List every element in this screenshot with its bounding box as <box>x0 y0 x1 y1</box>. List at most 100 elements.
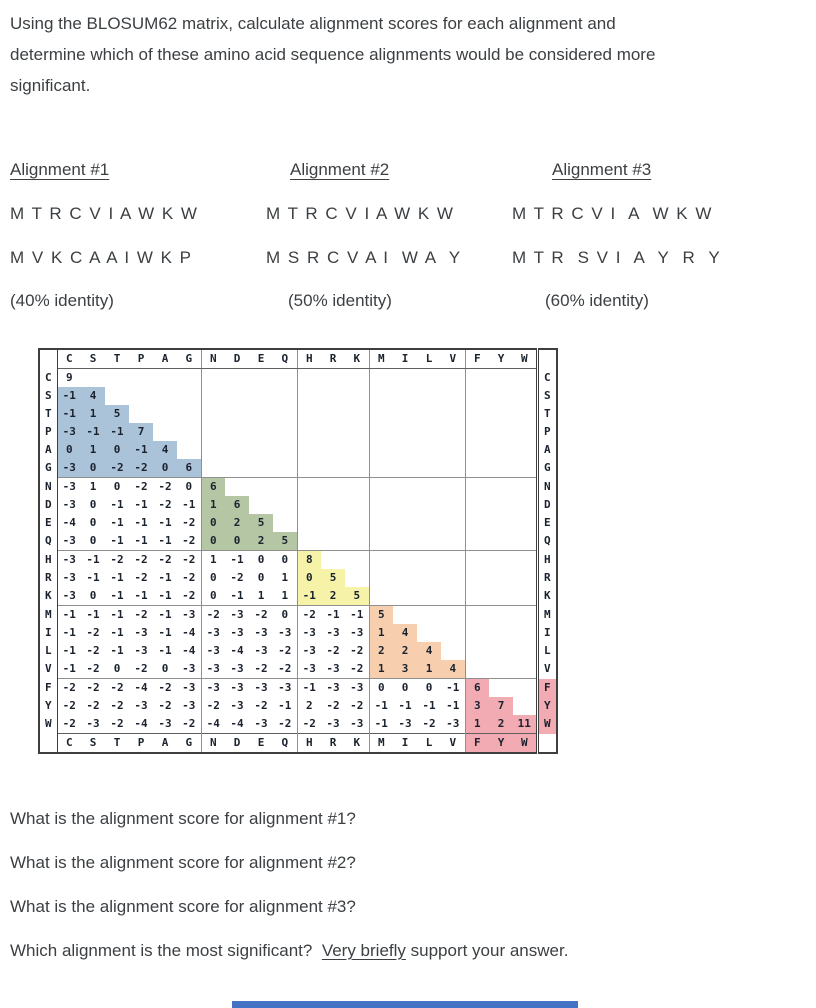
alignment-1-title: Alignment #1 <box>10 160 110 179</box>
matrix-col-header: E <box>249 349 273 369</box>
matrix-cell: -2 <box>182 571 196 584</box>
matrix-cell: 2 <box>393 642 417 660</box>
matrix-cell: -2 <box>129 550 153 569</box>
matrix-cell <box>225 441 249 459</box>
matrix-cell <box>296 441 321 459</box>
matrix-cell <box>464 514 489 532</box>
matrix-row: D -3 0 -1 -1 -2 -1 1 6 D <box>39 496 557 514</box>
matrix-cell: -3 <box>230 699 244 712</box>
matrix-cell: -3 <box>296 660 321 679</box>
matrix-cell: -2 <box>105 678 129 697</box>
matrix-cell: -2 <box>177 550 201 569</box>
matrix-cell <box>249 369 273 388</box>
matrix-cell: 2 <box>489 715 513 734</box>
matrix-row-label-left: H <box>39 550 58 569</box>
matrix-cell: 2 <box>368 642 393 660</box>
matrix-cell: 4 <box>393 624 417 642</box>
matrix-cell <box>464 423 489 441</box>
matrix-row-label-left: K <box>39 587 58 606</box>
matrix-row: Q -3 0 -1 -1 -1 -2 0 0 2 5 Q <box>39 532 557 551</box>
matrix-cell: -3 <box>345 678 369 697</box>
matrix-cell: -4 <box>230 644 244 657</box>
matrix-row-label-right: P <box>535 423 557 441</box>
matrix-cell <box>489 569 513 587</box>
matrix-row-label-left: I <box>39 624 58 642</box>
matrix-cell <box>345 459 369 478</box>
matrix-cell: -3 <box>326 662 340 675</box>
matrix-cell <box>345 514 369 532</box>
matrix-cell: -3 <box>134 699 148 712</box>
matrix-cell: 0 <box>249 550 273 569</box>
matrix-cell <box>368 496 393 514</box>
matrix-row-label-left: S <box>39 387 58 405</box>
matrix-cell <box>441 624 465 642</box>
matrix-cell: -2 <box>62 717 76 730</box>
matrix-cell: -2 <box>422 717 436 730</box>
matrix-cell: 6 <box>177 459 201 478</box>
matrix-cell: 5 <box>321 569 345 587</box>
matrix-cell: -1 <box>105 423 129 441</box>
matrix-corner-cell <box>39 733 58 753</box>
alignment-1-sequence-1: M T R C V I A W K W <box>10 204 199 223</box>
matrix-cell <box>441 496 465 514</box>
matrix-row-label-right: F <box>535 678 557 697</box>
matrix-row-label-left: M <box>39 605 58 624</box>
matrix-cell: 0 <box>89 498 97 511</box>
matrix-cell <box>200 441 225 459</box>
matrix-cell: -3 <box>62 498 76 511</box>
matrix-cell <box>345 441 369 459</box>
matrix-cell: -3 <box>350 717 364 730</box>
matrix-cell <box>464 405 489 423</box>
matrix-cell: 0 <box>89 534 97 547</box>
matrix-cell <box>489 496 513 514</box>
matrix-cell <box>345 532 369 551</box>
matrix-col-header: W <box>513 349 537 369</box>
matrix-col-header: V <box>441 733 465 753</box>
matrix-cell <box>513 642 537 660</box>
matrix-cell: -2 <box>153 550 177 569</box>
matrix-cell: 6 <box>200 477 225 496</box>
matrix-cell <box>417 624 441 642</box>
matrix-row-label-right: I <box>535 624 557 642</box>
alignment-3-sequence-1: M T R C V I A W K W <box>512 204 713 223</box>
matrix-cell <box>464 624 489 642</box>
matrix-cell <box>393 423 417 441</box>
matrix-cell <box>513 514 537 532</box>
matrix-col-header: K <box>345 349 369 369</box>
matrix-cell <box>489 587 513 606</box>
matrix-cell: -1 <box>368 715 393 734</box>
matrix-cell: 4 <box>153 441 177 459</box>
matrix-cell <box>441 550 465 569</box>
matrix-cell: -1 <box>110 571 124 584</box>
matrix-cell <box>513 569 537 587</box>
matrix-col-header: Q <box>273 733 297 753</box>
matrix-cell <box>345 477 369 496</box>
matrix-cell <box>296 514 321 532</box>
matrix-cell <box>177 441 201 459</box>
matrix-cell <box>393 405 417 423</box>
matrix-row-label-right: H <box>535 550 557 569</box>
matrix-cell: 0 <box>177 477 201 496</box>
matrix-row: S -1 4 S <box>39 387 557 405</box>
matrix-cell: -3 <box>57 477 81 496</box>
bottom-cropped-bar <box>232 1001 578 1008</box>
matrix-col-header: M <box>368 733 393 753</box>
matrix-cell <box>321 369 345 388</box>
matrix-cell: 0 <box>417 678 441 697</box>
matrix-cell: -2 <box>254 662 268 675</box>
matrix-cell: -1 <box>158 571 172 584</box>
matrix-cell: -2 <box>182 516 196 529</box>
matrix-cell <box>273 387 297 405</box>
matrix-cell <box>417 369 441 388</box>
matrix-row-label-right: M <box>535 605 557 624</box>
question-2: What is the alignment score for alignmen… <box>10 853 356 872</box>
matrix-corner-cell <box>535 733 557 753</box>
matrix-cell <box>441 387 465 405</box>
matrix-cell: -2 <box>278 717 292 730</box>
matrix-col-header: M <box>368 349 393 369</box>
matrix-cell <box>273 405 297 423</box>
matrix-cell <box>441 532 465 551</box>
matrix-cell <box>489 678 513 697</box>
matrix-cell: -3 <box>86 717 100 730</box>
matrix-col-header: C <box>57 733 81 753</box>
